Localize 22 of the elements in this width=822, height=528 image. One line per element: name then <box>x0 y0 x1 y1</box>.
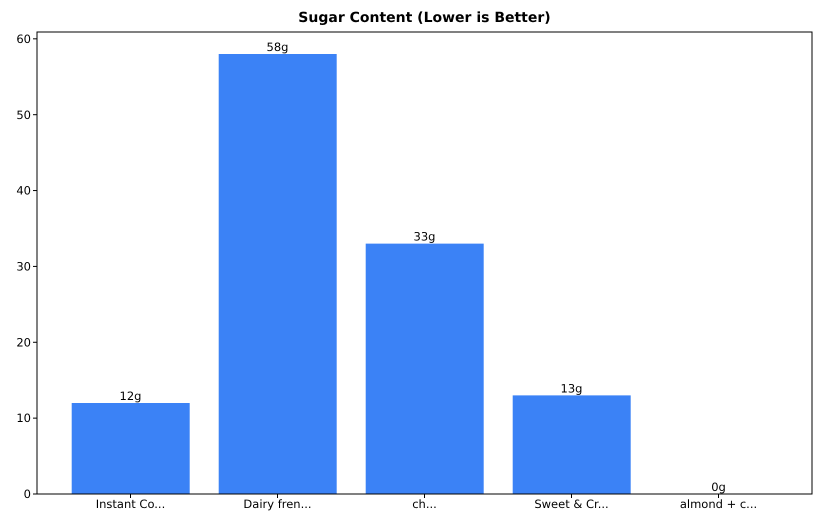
y-tick-label: 50 <box>16 108 31 122</box>
y-tick-label: 0 <box>24 487 31 502</box>
y-tick-label: 20 <box>16 335 31 350</box>
x-tick-label: Sweet & Cr... <box>534 497 609 512</box>
x-tick-label: ch... <box>412 497 437 512</box>
data-label: 33g <box>414 230 436 244</box>
data-label: 13g <box>560 381 582 396</box>
y-tick-label: 30 <box>16 259 31 274</box>
x-tick-label: almond + c... <box>680 497 758 512</box>
x-tick-label: Instant Co... <box>96 497 166 512</box>
x-tick-label: Dairy fren... <box>243 497 312 512</box>
chart-title: Sugar Content (Lower is Better) <box>298 10 551 26</box>
y-tick-label: 60 <box>16 32 31 46</box>
bar <box>72 402 190 494</box>
data-label: 58g <box>266 40 288 54</box>
data-label: 0g <box>711 480 726 494</box>
bar <box>366 244 484 494</box>
y-tick-label: 40 <box>16 184 31 198</box>
bar <box>218 54 337 494</box>
data-label: 12g <box>120 388 142 403</box>
bar <box>512 395 631 494</box>
y-tick-label: 10 <box>16 411 31 426</box>
